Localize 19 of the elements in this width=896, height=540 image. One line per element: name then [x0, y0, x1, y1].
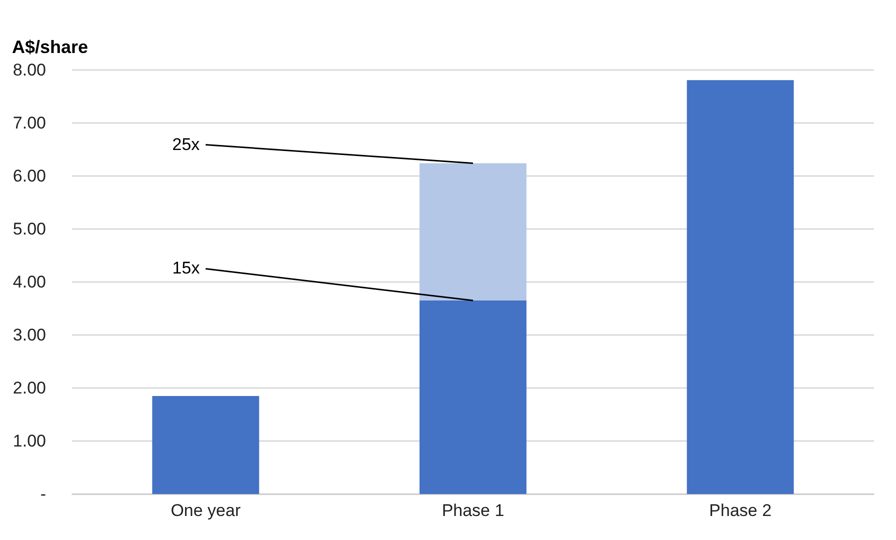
annotation: 15x — [172, 258, 200, 278]
y-tick-label: 5.00 — [12, 220, 46, 238]
bar — [420, 300, 526, 494]
annotation: 25x — [172, 134, 200, 154]
x-tick-label: One year — [170, 501, 241, 520]
bar — [686, 80, 794, 494]
y-tick-label: 8.00 — [12, 60, 46, 80]
y-tick-label: 3.00 — [12, 326, 46, 344]
y-tick-label: 4.00 — [12, 272, 46, 292]
bar — [152, 396, 260, 494]
y-tick-label: 6.00 — [12, 166, 46, 186]
x-tick-label: Phase 2 — [709, 501, 772, 520]
y-tick-label: 7.00 — [12, 114, 46, 132]
y-tick-label: 2.00 — [12, 378, 46, 398]
y-tick-label: - — [40, 484, 46, 504]
bar — [420, 163, 526, 301]
y-tick-label: 1.00 — [12, 432, 46, 450]
x-tick-label: Phase 1 — [442, 501, 504, 520]
y-axis-title: A$/share — [12, 37, 88, 57]
